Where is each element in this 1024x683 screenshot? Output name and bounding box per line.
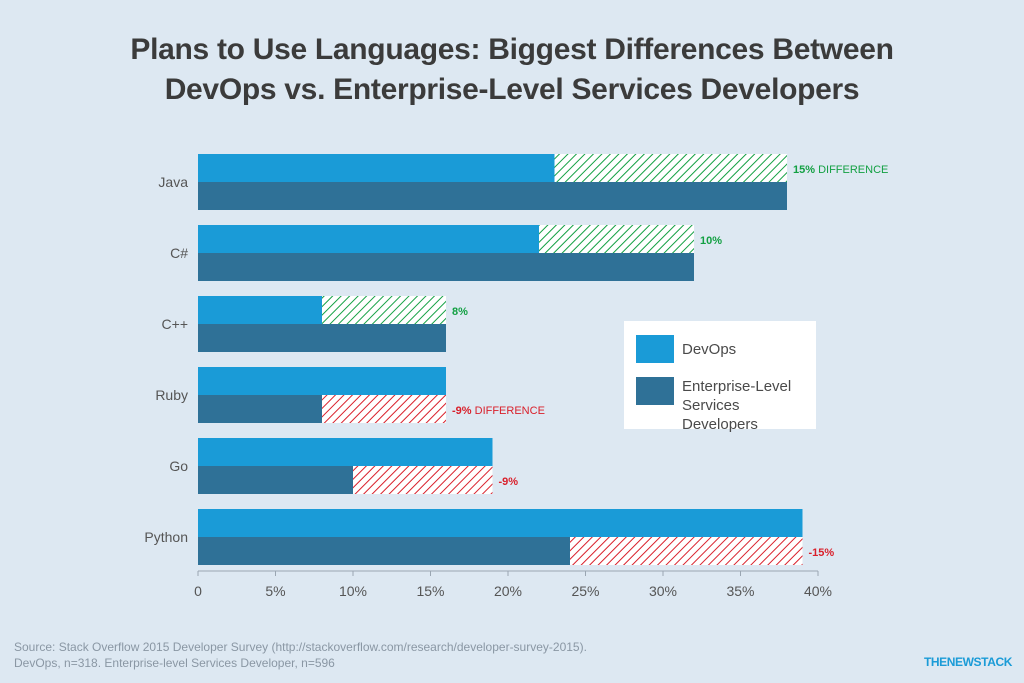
brand-logo: THENEWSTACK <box>923 655 1012 669</box>
bar-devops-csharp <box>198 225 539 253</box>
difference-label-java: 15% DIFFERENCE <box>793 164 888 176</box>
difference-label-python: -15% <box>809 547 835 559</box>
legend-item-devops: DevOps <box>636 335 736 363</box>
diff-hatch-cplusplus <box>322 296 446 324</box>
bar-enterprise-ruby <box>198 395 322 423</box>
x-tick-label-6: 30% <box>649 583 677 599</box>
source-line-2: DevOps, n=318. Enterprise-level Services… <box>14 656 335 670</box>
category-label-csharp: C# <box>170 245 188 261</box>
difference-value-ruby: -9% <box>452 405 472 417</box>
difference-suffix-java: DIFFERENCE <box>815 164 888 176</box>
x-tick-label-5: 25% <box>571 583 599 599</box>
x-tick-label-1: 5% <box>265 583 285 599</box>
category-label-cplusplus: C++ <box>162 316 188 332</box>
x-tick-label-3: 15% <box>416 583 444 599</box>
legend-swatch-devops <box>636 335 674 363</box>
diff-hatch-python <box>570 537 803 565</box>
bar-devops-ruby <box>198 367 446 395</box>
diff-hatch-java <box>554 154 787 182</box>
chart-title: Plans to Use Languages: Biggest Differen… <box>0 30 1024 110</box>
difference-value-java: 15% <box>793 164 815 176</box>
legend-label-devops: DevOps <box>682 341 737 358</box>
difference-label-csharp: 10% <box>700 235 722 247</box>
diff-hatch-go <box>353 466 493 494</box>
difference-value-go: -9% <box>499 476 519 488</box>
difference-label-cplusplus: 8% <box>452 306 468 318</box>
x-tick-label-0: 0 <box>194 583 202 599</box>
legend-label-enterprise: Enterprise-Level Services Developers <box>682 377 816 434</box>
difference-value-cplusplus: 8% <box>452 306 468 318</box>
bar-devops-go <box>198 438 493 466</box>
bar-enterprise-python <box>198 537 570 565</box>
difference-value-python: -15% <box>809 547 835 559</box>
category-label-ruby: Ruby <box>155 387 188 403</box>
legend-label-enterprise-line-1: Enterprise-Level <box>682 378 792 395</box>
title-line-1: Plans to Use Languages: Biggest Differen… <box>130 33 894 66</box>
diff-hatch-csharp <box>539 225 694 253</box>
bar-enterprise-cplusplus <box>198 324 446 352</box>
x-tick-label-7: 35% <box>726 583 754 599</box>
bar-enterprise-csharp <box>198 253 694 281</box>
bar-enterprise-go <box>198 466 353 494</box>
bar-devops-python <box>198 509 803 537</box>
legend: DevOps Enterprise-Level Services Develop… <box>624 321 816 433</box>
title-line-2: DevOps vs. Enterprise-Level Services Dev… <box>164 73 860 106</box>
legend-label-enterprise-line-2: Services Developers <box>682 397 758 433</box>
category-label-go: Go <box>169 458 188 474</box>
legend-swatch-enterprise <box>636 377 674 405</box>
x-tick-label-4: 20% <box>494 583 522 599</box>
difference-label-ruby: -9% DIFFERENCE <box>452 405 545 417</box>
category-label-java: Java <box>158 174 188 190</box>
difference-label-go: -9% <box>499 476 519 488</box>
bar-devops-cplusplus <box>198 296 322 324</box>
x-tick-label-2: 10% <box>339 583 367 599</box>
x-tick-label-8: 40% <box>804 583 832 599</box>
difference-value-csharp: 10% <box>700 235 722 247</box>
source-note: Source: Stack Overflow 2015 Developer Su… <box>14 639 587 671</box>
difference-suffix-ruby: DIFFERENCE <box>472 405 545 417</box>
bar-devops-java <box>198 154 555 182</box>
bar-enterprise-java <box>198 182 787 210</box>
legend-item-enterprise: Enterprise-Level Services Developers <box>636 377 816 434</box>
diff-hatch-ruby <box>322 395 446 423</box>
category-label-python: Python <box>144 529 188 545</box>
source-line-1: Source: Stack Overflow 2015 Developer Su… <box>14 640 587 654</box>
